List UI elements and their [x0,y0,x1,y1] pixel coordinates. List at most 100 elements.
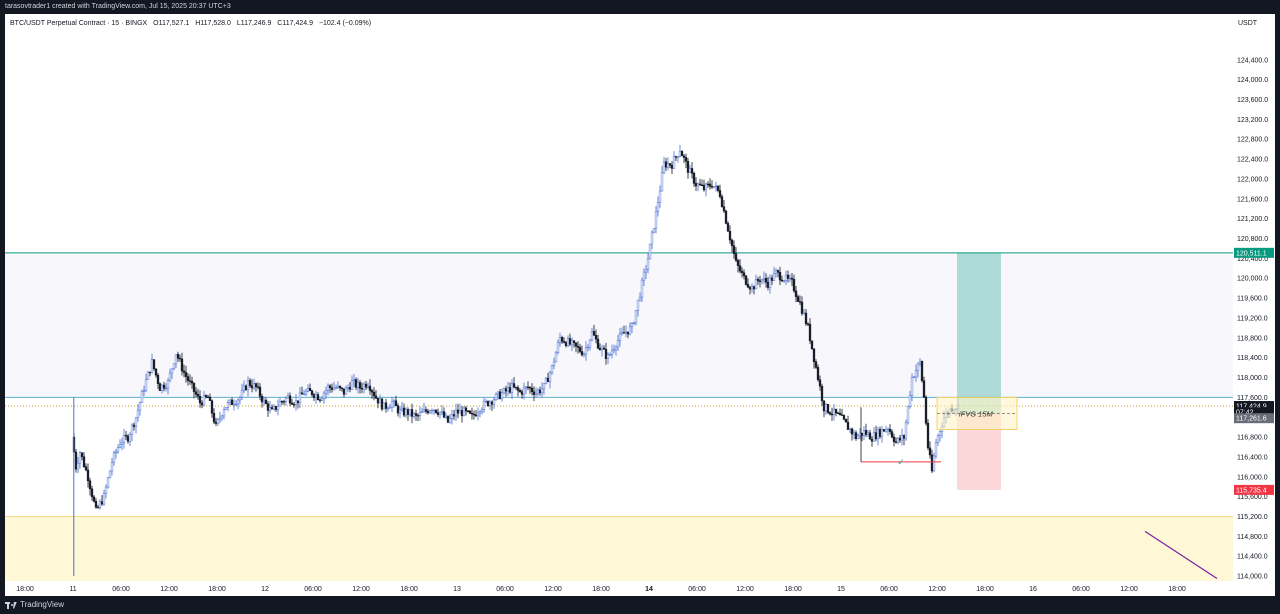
candle-body [816,367,820,380]
candle-body [822,400,826,412]
candle-body [496,391,500,395]
candle-body [492,399,496,405]
trend-line[interactable] [1144,530,1218,580]
candle-body [534,392,538,395]
candle-body [166,380,170,389]
candle-body [400,407,404,411]
time-tick-label: 06:00 [880,586,898,593]
candle-body [350,380,354,390]
candle-body [604,349,608,359]
candle-body [388,406,392,409]
candle-body [714,185,718,187]
attribution-text: tarasovtrader1 created with TradingView.… [5,3,231,10]
candle-body [380,398,384,410]
candle-body [734,253,738,261]
candle-body [454,409,458,417]
candle-body [660,172,664,192]
candle-body [418,412,422,416]
candle-body [552,361,556,366]
price-tick-label: 120,000.0 [1237,276,1268,283]
candle-body [674,156,678,158]
candlestick-chart[interactable]: iFVG 15M ✓ 114,000.0 114,400.0 114,800.0 115… [5,14,1275,596]
candle-body [272,406,276,410]
candle-body [502,388,506,394]
candle-body [928,447,932,456]
candle-body [882,429,886,432]
candle-body [240,389,244,398]
price-tick-label: 117,600.0 [1237,395,1268,402]
candle-body [264,399,268,405]
candle-body [364,383,368,388]
candle-body [716,185,720,191]
price-tick-label: 118,800.0 [1237,335,1268,342]
candle-body [638,296,642,301]
time-tick-label: 14 [645,586,653,593]
candle-body [520,391,524,395]
candle-body [424,409,428,412]
candle-body [180,358,184,372]
candle-body [910,377,914,396]
candle-body [318,399,322,401]
candle-body [76,462,80,470]
candle-body [862,430,866,436]
candle-body [178,357,182,360]
candle-body [260,396,264,403]
price-axis[interactable] [1233,14,1275,596]
time-axis[interactable] [5,581,1275,596]
candle-body [902,435,906,439]
candle-body [176,354,180,359]
tradingview-logo[interactable]: TradingView [5,596,64,614]
candle-body [216,418,220,424]
candle-body [234,403,238,406]
footer-bar: TradingView [0,596,1280,614]
candle-body [546,377,550,383]
price-badge [1234,484,1274,495]
candle-body [528,387,532,389]
candle-body [434,409,438,413]
candle-body [212,412,216,423]
candle-body [706,183,710,186]
candle-body [752,286,756,290]
candle-body [900,435,904,441]
candle-body [128,434,132,442]
candle-body [416,415,420,417]
candle-body [744,275,748,285]
price-badge-text: 117,261.6 [1236,416,1267,423]
candle-body [690,168,694,174]
candle-body [932,455,936,472]
candle-body [896,437,900,443]
candle-body [250,385,254,389]
candle-body [266,403,270,411]
candle-body [444,415,448,418]
candle-body [254,383,258,387]
candle-body [850,428,854,435]
candle-body [526,386,530,388]
candle-body [162,384,166,389]
candle-body [282,401,286,403]
chart-pane[interactable]: iFVG 15M ✓ 114,000.0 114,400.0 114,800.0 115… [5,14,1275,596]
candle-body [840,414,844,416]
candle-body [322,392,326,399]
candle-body [796,296,800,302]
candle-body [836,412,840,415]
candle-body [808,323,812,342]
candle-body [760,279,764,282]
candle-body [346,387,350,389]
time-tick-label: 12 [261,586,269,593]
candle-body [854,432,858,440]
candle-body [762,277,766,280]
candle-body [790,277,794,280]
position-target-zone[interactable] [957,252,1001,415]
candle-body [774,270,778,274]
price-tick-label: 114,400.0 [1237,554,1268,561]
candle-body [432,409,436,411]
candle-body [922,380,926,398]
price-tick-label: 120,400.0 [1237,256,1268,263]
candle-body [792,279,796,292]
candle-body [908,395,912,407]
candle-body [512,383,516,388]
candle-body [78,452,82,464]
candle-body [314,394,318,398]
tradingview-logo-icon [5,601,17,609]
candle-body [788,277,792,280]
